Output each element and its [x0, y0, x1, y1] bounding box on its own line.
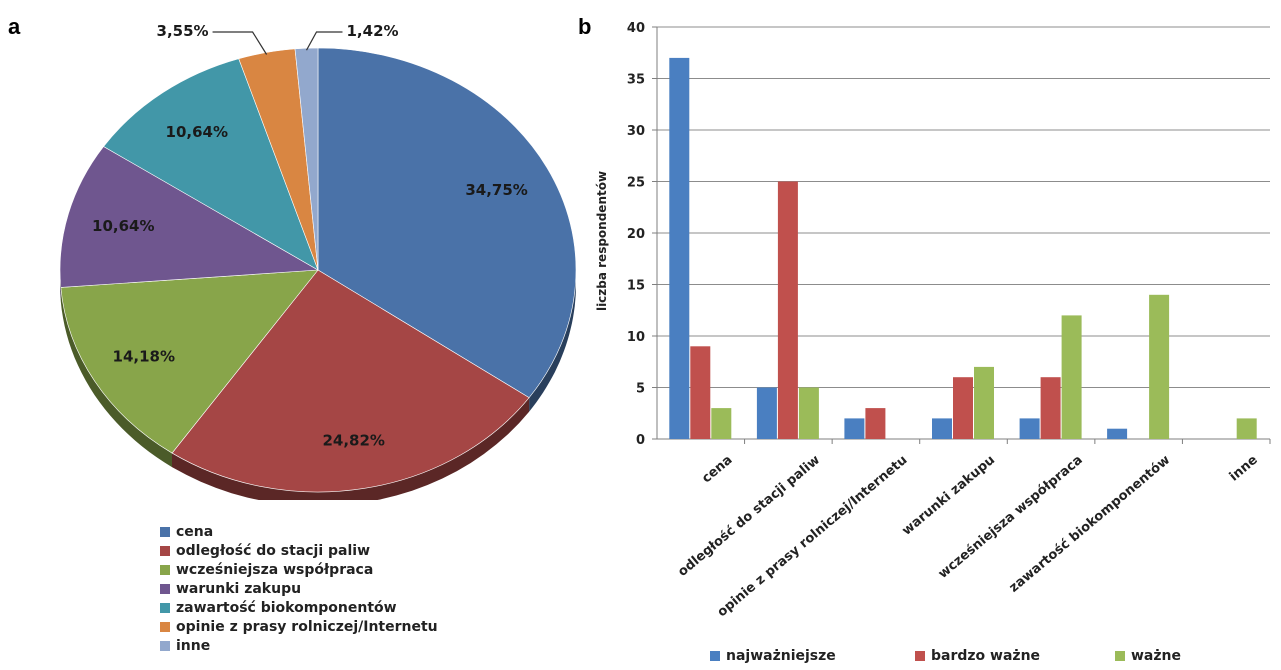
legend-label: warunki zakupu — [176, 580, 302, 597]
gridlines: 0 5 10 15 20 25 30 35 40 — [627, 21, 1270, 448]
legend-label: inne — [176, 637, 211, 654]
bar-2-1 — [690, 346, 711, 439]
legend-label: bardzo ważne — [931, 648, 1041, 664]
bar-1-4 — [932, 418, 952, 439]
pie-slice-side — [172, 397, 530, 500]
pie-data-label: 14,18% — [113, 348, 175, 366]
legend-swatch — [160, 564, 170, 575]
y-tick-label: 25 — [627, 176, 645, 191]
pie-slice-side — [529, 270, 576, 412]
pie-slice-side — [60, 287, 172, 468]
pie-data-label: 10,64% — [166, 123, 228, 141]
bar-legend-item: ważne — [1115, 648, 1225, 664]
x-category-label: inne — [1227, 452, 1261, 484]
y-tick-label: 35 — [627, 73, 645, 88]
pie-legend-item: wcześniejsza współpraca — [160, 560, 438, 579]
x-category-label: wcześniejsza współpraca — [936, 453, 1086, 582]
pie-leader-line — [212, 31, 268, 55]
pie-labels: 34,75% 24,82% 14,18% 10,64% 10,64% 3,55% 1,42% — [92, 22, 528, 449]
bar-3-2 — [798, 387, 819, 439]
legend-label: najważniejsze — [726, 648, 836, 664]
pie-legend-item: warunki zakupu — [160, 579, 438, 598]
legend-swatch — [160, 602, 170, 613]
pie-slices — [59, 47, 577, 493]
bar-3-5 — [1061, 315, 1082, 439]
bar-1-2 — [756, 387, 777, 439]
bar-3-7 — [1236, 418, 1257, 439]
legend-swatch — [160, 583, 170, 594]
legend-swatch — [160, 640, 170, 651]
y-tick-label: 0 — [636, 433, 645, 448]
x-category-label: cena — [699, 453, 735, 487]
panel-letter-b: b — [578, 14, 592, 39]
legend-swatch — [710, 651, 720, 661]
bar-3-4 — [974, 366, 994, 439]
pie-slice-7 — [294, 47, 319, 271]
bar-2-2 — [777, 181, 798, 439]
panel-letter-a: a — [8, 14, 21, 39]
y-tick-label: 30 — [627, 124, 645, 139]
legend-swatch — [160, 621, 170, 632]
bar-3-6 — [1149, 294, 1170, 439]
pie-legend-item: cena — [160, 522, 438, 541]
pie-legend-item: odległość do stacji paliw — [160, 541, 438, 560]
legend-label: odległość do stacji paliw — [176, 542, 371, 559]
pie-data-label: 10,64% — [92, 217, 154, 235]
y-axis-label: liczba respondentów — [595, 171, 609, 311]
pie-data-label: 1,42% — [347, 22, 399, 40]
legend-label: zawartość biokomponentów — [176, 599, 397, 616]
bars — [669, 57, 1257, 440]
y-tick-label: 15 — [627, 279, 645, 294]
bar-legend: najważniejsze bardzo ważne ważne — [710, 648, 1225, 664]
bar-chart: 0 5 10 15 20 25 30 35 40 liczba respondentów cenao… — [595, 21, 1271, 621]
pie-slice-2 — [171, 269, 530, 493]
legend-label: ważne — [1131, 648, 1181, 664]
x-category-label: zawartość biokomponentów — [1007, 453, 1174, 596]
legend-label: opinie z prasy rolniczej/Internetu — [176, 618, 438, 635]
pie-leader-line — [305, 31, 343, 51]
pie-legend-item: inne — [160, 636, 438, 655]
pie-legend-item: zawartość biokomponentów — [160, 598, 438, 617]
bar-2-5 — [1040, 377, 1061, 439]
y-tick-label: 40 — [627, 21, 645, 36]
y-tick-label: 10 — [627, 330, 645, 345]
pie-legend-item: opinie z prasy rolniczej/Internetu — [160, 617, 438, 636]
pie-data-label: 34,75% — [465, 181, 527, 199]
pie-slice-4 — [59, 146, 320, 288]
bar-legend-item: bardzo ważne — [915, 648, 1115, 664]
pie-data-label: 3,55% — [157, 22, 209, 40]
bar-3-1 — [711, 408, 732, 439]
bar-1-5 — [1019, 418, 1040, 439]
bar-2-4 — [953, 377, 973, 439]
x-category-label: opinie z prasy rolniczej/Internetu — [715, 453, 911, 621]
pie-slice-3 — [60, 269, 319, 454]
x-category-label: odległość do stacji paliw — [675, 453, 823, 580]
bar-legend-item: najważniejsze — [710, 648, 915, 664]
pie-data-label: 24,82% — [322, 431, 384, 449]
x-category-label: warunki zakupu — [899, 453, 998, 539]
legend-swatch — [1115, 651, 1125, 661]
bar-1-6 — [1107, 428, 1128, 439]
legend-label: cena — [176, 523, 214, 540]
bar-2-3 — [865, 408, 886, 439]
pie-slice-1 — [317, 47, 577, 399]
pie-slice-5 — [103, 58, 319, 271]
legend-swatch — [160, 526, 170, 537]
pie-legend: cena odległość do stacji paliw wcześniejsz… — [160, 522, 438, 655]
y-tick-label: 5 — [636, 382, 645, 397]
y-tick-label: 20 — [627, 227, 645, 242]
legend-swatch — [160, 545, 170, 556]
legend-swatch — [915, 651, 925, 661]
pie-chart: 34,75% 24,82% 14,18% 10,64% 10,64% 3,55% 1,42% — [59, 22, 577, 500]
legend-label: wcześniejsza współpraca — [176, 561, 374, 578]
bar-1-1 — [669, 57, 690, 440]
bar-1-3 — [844, 418, 865, 439]
